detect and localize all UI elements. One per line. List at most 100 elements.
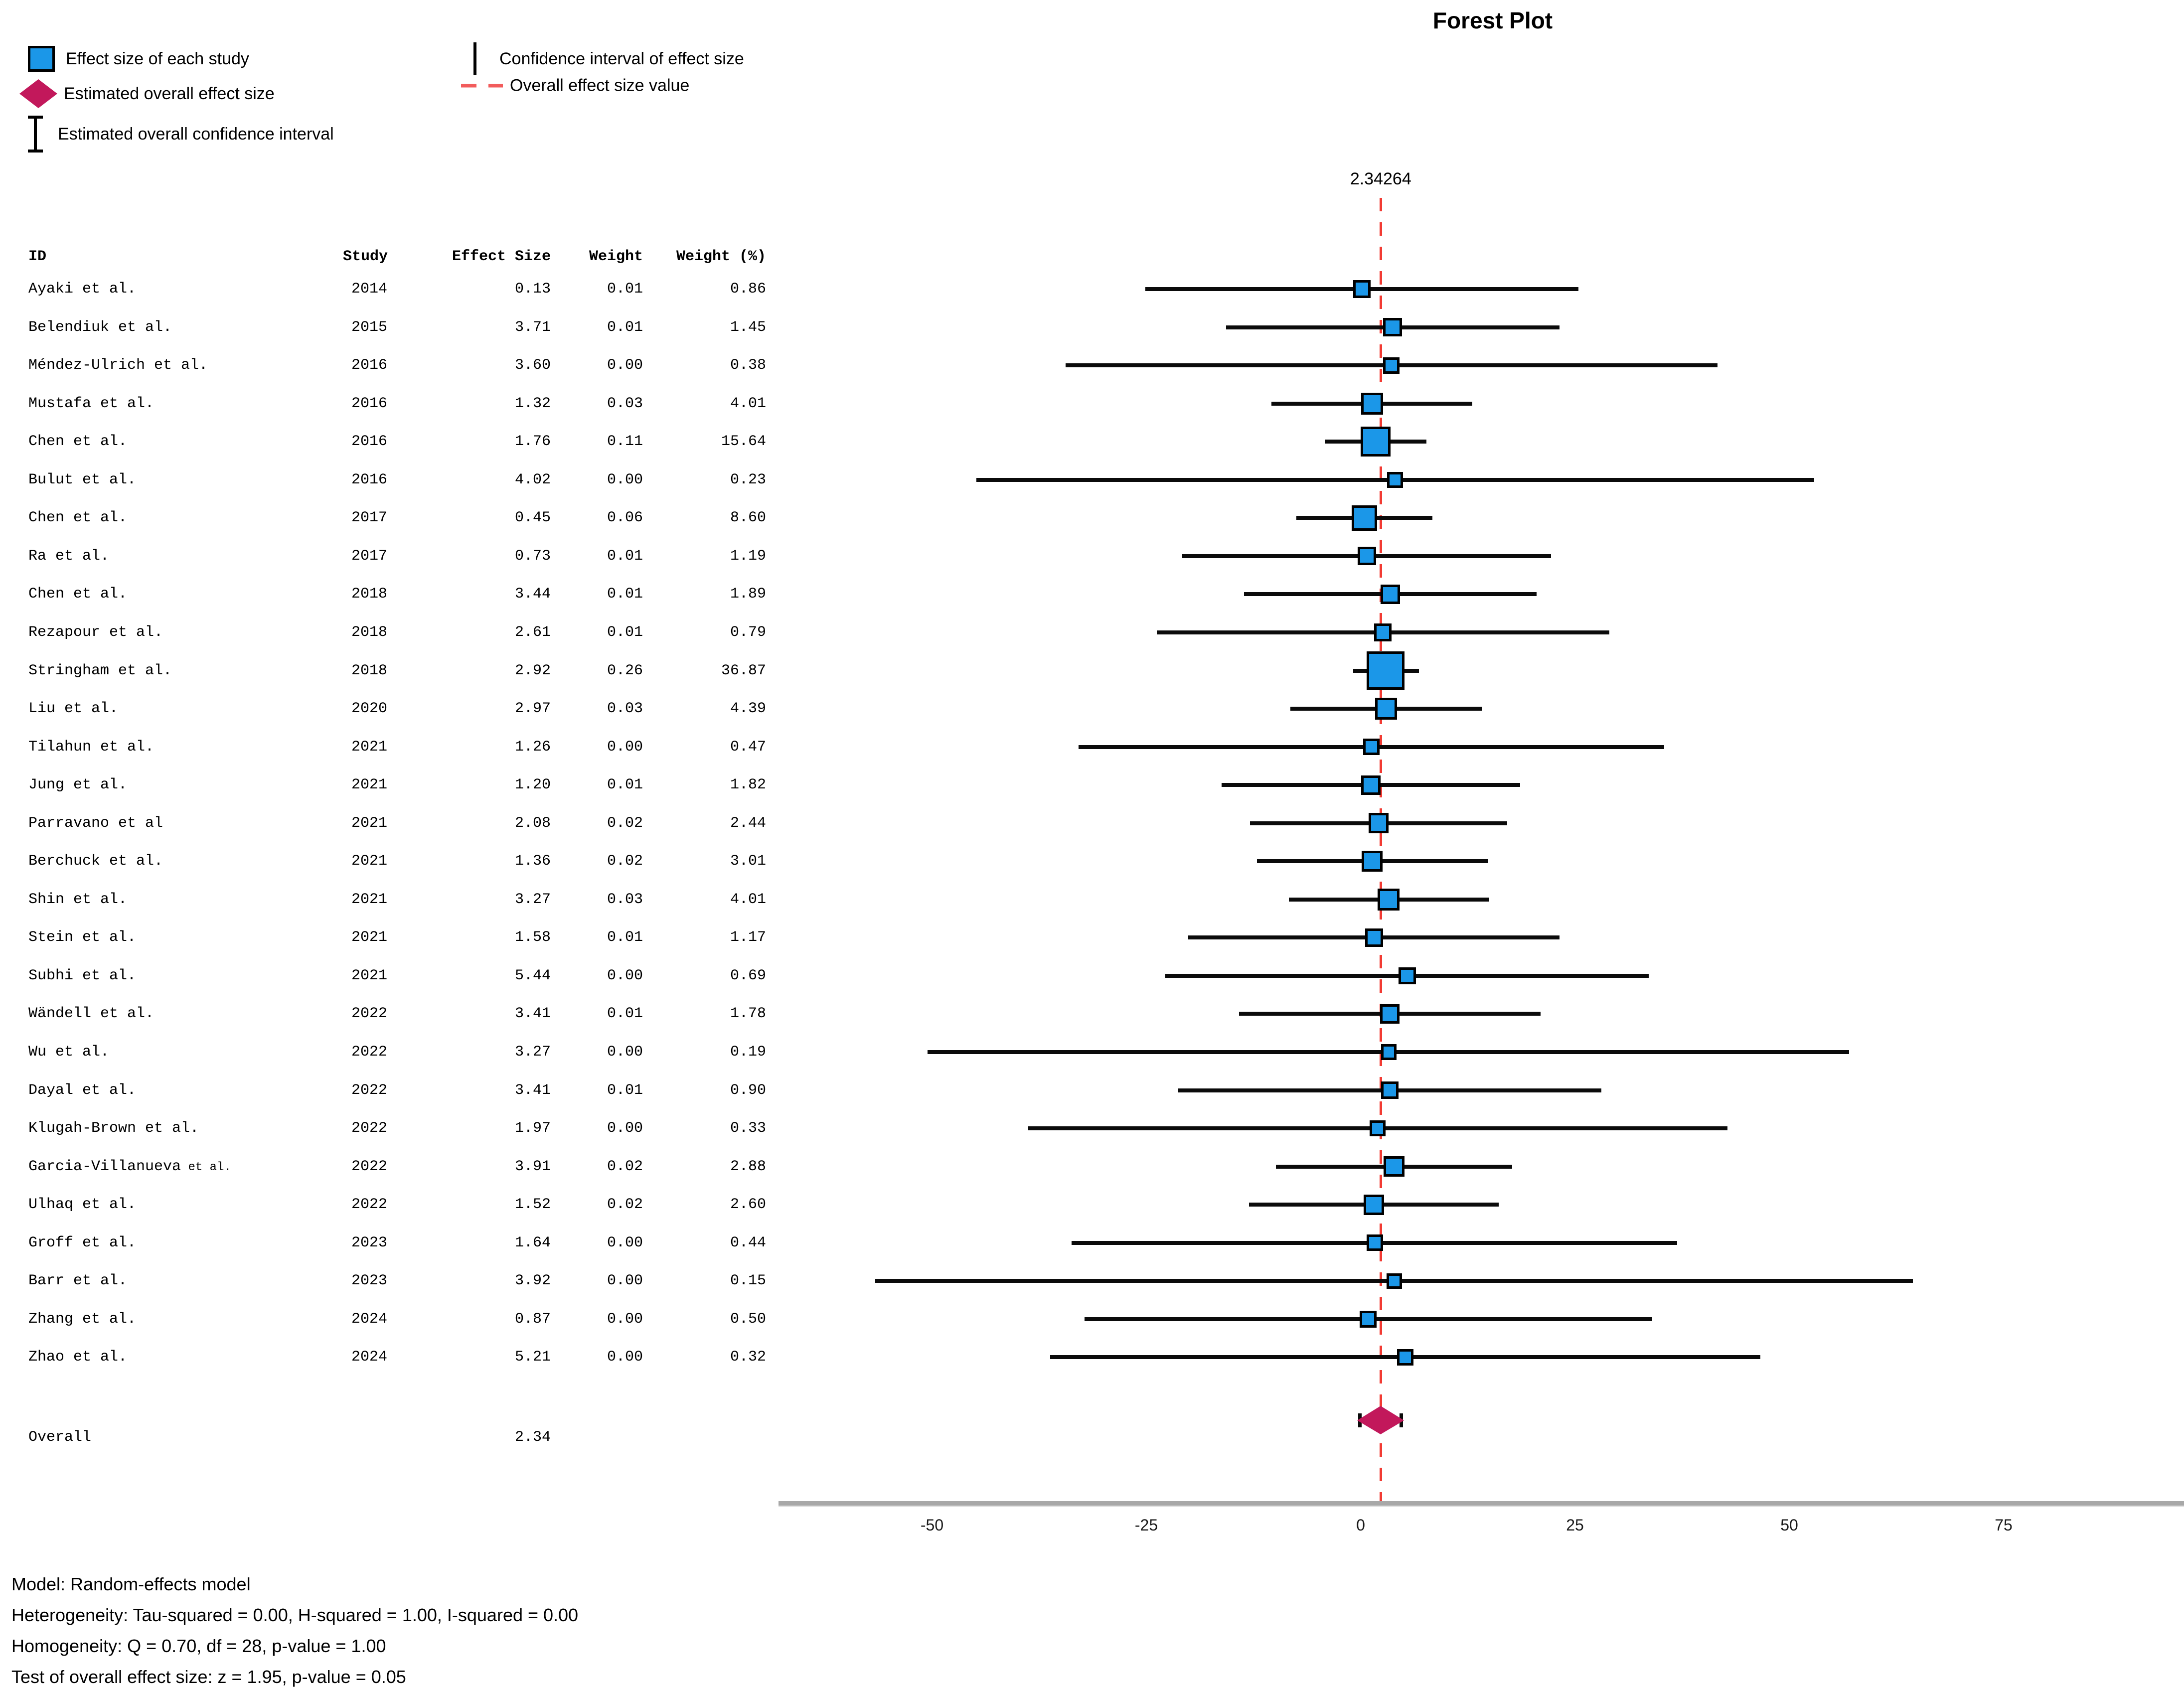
weight-value: 0.00 (607, 738, 643, 756)
weight-pct-value: 4.39 (730, 700, 766, 718)
axis-tick-label: 75 (1995, 1516, 2013, 1534)
weight-value: 0.01 (607, 776, 643, 794)
effect-square (1361, 427, 1391, 457)
effect-square (1368, 813, 1389, 833)
effect-square (1380, 584, 1400, 604)
axis-tick-label: 25 (1566, 1516, 1584, 1534)
column-header: Study (343, 248, 388, 265)
overall-ci-ibeam-icon (28, 116, 43, 153)
axis-tick-label: -50 (920, 1516, 944, 1534)
effect-square (1365, 928, 1384, 947)
study-year: 2021 (351, 967, 388, 984)
axis-tick-label: 0 (1356, 1516, 1365, 1534)
study-year: 2016 (351, 357, 388, 374)
study-year: 2023 (351, 1272, 388, 1290)
weight-pct-value: 0.86 (730, 281, 766, 298)
axis-tick-label: -25 (1134, 1516, 1158, 1534)
effect-square (1358, 547, 1376, 566)
effect-square (1353, 280, 1371, 298)
study-id: Parravano et al (28, 814, 163, 832)
study-year: 2022 (351, 1005, 388, 1023)
chart-title: Forest Plot (1432, 7, 1553, 33)
weight-value: 0.00 (607, 471, 643, 488)
weight-value: 0.01 (607, 929, 643, 946)
study-year: 2022 (351, 1044, 388, 1061)
weight-value: 0.00 (607, 1310, 643, 1328)
study-year: 2022 (351, 1081, 388, 1099)
effect-size-value: 5.44 (514, 967, 551, 984)
study-year: 2018 (351, 623, 388, 641)
study-year: 2016 (351, 433, 388, 451)
footer-stat-line: Homogeneity: Q = 0.70, df = 28, p-value … (11, 1636, 386, 1656)
effect-size-value: 1.58 (514, 929, 551, 946)
overall-effect-size-value: 2.34 (514, 1429, 551, 1446)
study-id: Méndez-Ulrich et al. (28, 357, 208, 374)
study-id: Belendiuk et al. (28, 318, 172, 336)
legend-item-square: Effect size of each study (28, 46, 249, 72)
legend-label: Estimated overall effect size (64, 84, 275, 103)
study-id: Shin et al. (28, 891, 128, 908)
effect-square (1380, 1004, 1400, 1024)
weight-pct-value: 1.78 (730, 1005, 766, 1023)
effect-size-value: 1.32 (514, 395, 551, 412)
study-year: 2021 (351, 814, 388, 832)
effect-size-value: 3.41 (514, 1005, 551, 1023)
study-year: 2021 (351, 929, 388, 946)
weight-pct-value: 0.50 (730, 1310, 766, 1328)
study-id: Chen et al. (28, 586, 128, 603)
study-year: 2021 (351, 738, 388, 756)
weight-value: 0.01 (607, 586, 643, 603)
study-id: Garcia-Villanueva et al. (28, 1158, 231, 1175)
overall-effect-dashed-line (1380, 198, 1383, 1501)
study-year: 2017 (351, 509, 388, 527)
weight-pct-value: 0.38 (730, 357, 766, 374)
study-id: Jung et al. (28, 776, 128, 794)
study-year: 2024 (351, 1310, 388, 1328)
weight-pct-value: 3.01 (730, 853, 766, 870)
effect-square (1366, 651, 1405, 690)
weight-pct-value: 0.33 (730, 1120, 766, 1137)
study-year: 2021 (351, 853, 388, 870)
overall-effect-value-label: 2.34264 (1350, 169, 1411, 188)
weight-value: 0.00 (607, 1120, 643, 1137)
effect-square (1386, 1273, 1402, 1289)
weight-value: 0.01 (607, 318, 643, 336)
weight-value: 0.01 (607, 547, 643, 565)
effect-size-value: 5.21 (514, 1349, 551, 1366)
legend-label: Effect size of each study (66, 49, 249, 68)
legend-item-vline: Confidence interval of effect size (473, 42, 744, 75)
legend-label: Overall effect size value (510, 76, 690, 95)
effect-size-value: 2.08 (514, 814, 551, 832)
weight-pct-value: 2.44 (730, 814, 766, 832)
weight-value: 0.01 (607, 1005, 643, 1023)
weight-value: 0.06 (607, 509, 643, 527)
effect-square (1378, 888, 1400, 911)
effect-square (1397, 1349, 1413, 1366)
effect-square (1352, 505, 1378, 531)
effect-square (1381, 1044, 1397, 1060)
weight-value: 0.01 (607, 281, 643, 298)
column-header: Effect Size (452, 248, 551, 265)
study-id: Ulhaq et al. (28, 1196, 137, 1214)
study-year: 2015 (351, 318, 388, 336)
study-id: Klugah-Brown et al. (28, 1120, 199, 1137)
legend-label: Confidence interval of effect size (499, 49, 744, 68)
weight-pct-value: 4.01 (730, 395, 766, 412)
overall-effect-dash-icon (461, 84, 503, 88)
weight-pct-value: 8.60 (730, 509, 766, 527)
overall-label: Overall (28, 1429, 92, 1446)
footer-stat-line: Test of overall effect size: z = 1.95, p… (11, 1667, 406, 1687)
study-id-suffix: et al. (181, 1160, 231, 1174)
effect-size-value: 2.97 (514, 700, 551, 718)
weight-value: 0.03 (607, 891, 643, 908)
study-year: 2024 (351, 1349, 388, 1366)
effect-size-value: 3.91 (514, 1158, 551, 1175)
study-id: Subhi et al. (28, 967, 137, 984)
study-year: 2014 (351, 281, 388, 298)
effect-size-value: 3.27 (514, 1044, 551, 1061)
effect-square (1374, 623, 1392, 641)
effect-size-value: 1.52 (514, 1196, 551, 1214)
weight-value: 0.02 (607, 1196, 643, 1214)
footer-stat-line: Heterogeneity: Tau-squared = 0.00, H-squ… (11, 1605, 579, 1625)
effect-square (1362, 851, 1383, 872)
